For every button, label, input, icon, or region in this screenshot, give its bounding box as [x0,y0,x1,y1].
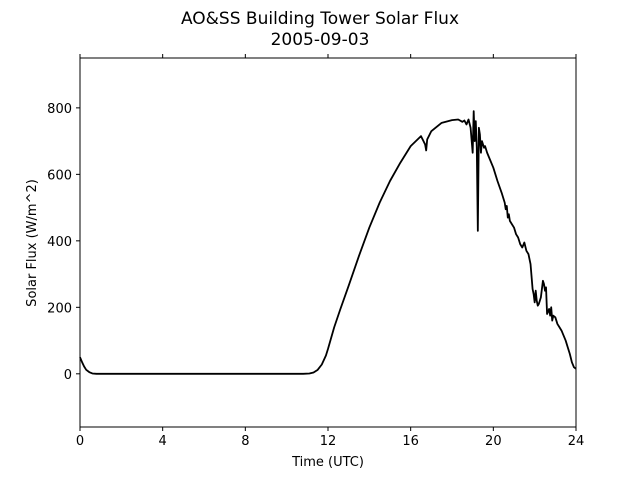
chart-title: AO&SS Building Tower Solar Flux [181,9,459,29]
y-tick-label-1: 200 [47,301,72,316]
plot-frame [79,57,577,428]
y-ticks: 0 200 400 600 800 [47,102,80,383]
x-tick-label-3: 12 [320,434,337,449]
x-tick-label-4: 16 [402,434,419,449]
x-tick-label-1: 4 [159,434,167,449]
x-tick-label-2: 8 [241,434,249,449]
y-tick-label-3: 600 [47,168,72,183]
y-tick-label-4: 800 [47,102,72,117]
x-tick-label-0: 0 [76,434,84,449]
y-tick-label-2: 400 [47,235,72,250]
x-tick-label-6: 24 [568,434,585,449]
x-tick-label-5: 20 [485,434,502,449]
chart-subtitle: 2005-09-03 [271,30,370,50]
series-line [79,110,577,375]
x-ticks: 0 4 8 12 16 20 24 [76,54,584,449]
y-axis-label: Solar Flux (W/m^2) [25,179,40,307]
x-axis-label: Time (UTC) [291,455,364,470]
y-tick-label-0: 0 [64,368,72,383]
